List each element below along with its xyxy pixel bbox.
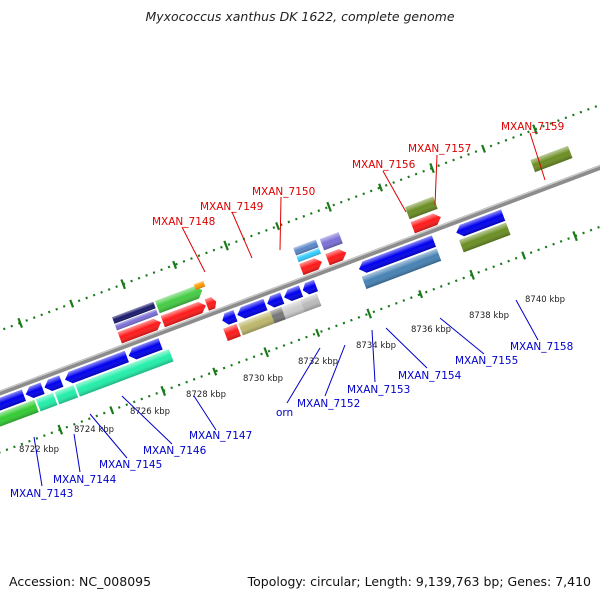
gene-block[interactable] [0, 399, 39, 432]
gene-block[interactable] [114, 309, 159, 331]
gene-block[interactable] [405, 196, 438, 220]
gene-label-reverse[interactable]: MXAN_7145 [99, 459, 162, 471]
leader-lines [33, 132, 546, 487]
gene-block[interactable] [75, 349, 174, 397]
kbp-label: 8740 kbp [525, 295, 565, 305]
kbp-label: 8726 kbp [130, 407, 170, 417]
gene-block[interactable] [281, 300, 305, 320]
gene-label-reverse[interactable]: MXAN_7143 [10, 488, 73, 500]
gene-label-forward[interactable]: MXAN_7156 [352, 159, 416, 171]
gene-block[interactable] [454, 209, 506, 238]
genome-backbone [0, 153, 600, 412]
gene-label-reverse[interactable]: MXAN_7146 [143, 445, 207, 457]
kbp-label: 8728 kbp [186, 390, 226, 400]
gene-label-reverse[interactable]: MXAN_7152 [297, 398, 360, 410]
gene-label-forward[interactable]: MXAN_7157 [408, 143, 471, 155]
kbp-label: 8722 kbp [19, 445, 59, 455]
forward-gene-labels: MXAN_7148 MXAN_7149 MXAN_7150 MXAN_7156 … [152, 121, 564, 228]
gene-label-reverse[interactable]: MXAN_7153 [347, 384, 410, 396]
gene-block[interactable] [301, 279, 319, 296]
gene-block[interactable] [155, 284, 205, 314]
gene-label-reverse[interactable]: MXAN_7155 [455, 355, 518, 367]
gene-block[interactable] [270, 307, 286, 324]
gene-block[interactable] [63, 350, 129, 385]
gene-block[interactable] [193, 280, 206, 291]
kbp-label: 8736 kbp [411, 325, 451, 335]
gene-block[interactable] [293, 239, 319, 256]
gene-block[interactable] [127, 338, 163, 361]
gene-block[interactable] [319, 232, 343, 251]
gene-block[interactable] [530, 145, 573, 173]
outer-guide-line [0, 100, 600, 356]
gene-label-forward[interactable]: MXAN_7149 [200, 201, 263, 213]
gene-block[interactable] [235, 298, 268, 321]
gene-block[interactable] [36, 392, 58, 412]
kbp-label: 8734 kbp [356, 341, 396, 351]
gene-label-forward[interactable]: MXAN_7159 [501, 121, 564, 133]
kbp-label: 8738 kbp [469, 311, 509, 321]
gene-label-reverse[interactable]: MXAN_7147 [189, 430, 252, 442]
gene-block[interactable] [204, 296, 219, 311]
gene-block[interactable] [282, 285, 304, 303]
forward-genes [112, 145, 573, 344]
gene-block[interactable] [54, 385, 79, 405]
inner-ticks [57, 231, 578, 435]
gene-block[interactable] [410, 212, 443, 234]
gene-block[interactable] [361, 248, 442, 289]
gene-block[interactable] [42, 375, 64, 394]
gene-block[interactable] [117, 317, 163, 344]
topology-text: Topology: circular; Length: 9,139,763 bp… [247, 574, 591, 589]
gene-block[interactable] [220, 310, 238, 326]
gene-block[interactable] [325, 247, 348, 266]
gene-block[interactable] [459, 222, 511, 253]
gene-label-reverse[interactable]: orn [276, 407, 293, 419]
gene-block[interactable] [300, 293, 322, 313]
gene-block[interactable] [238, 311, 275, 336]
gene-block[interactable] [296, 248, 322, 263]
kbp-label: 8730 kbp [243, 374, 283, 384]
kbp-labels: 8722 kbp 8724 kbp 8726 kbp 8728 kbp 8730… [19, 295, 565, 455]
gene-block[interactable] [160, 300, 208, 328]
gene-label-reverse[interactable]: MXAN_7158 [510, 341, 573, 353]
accession-text: Accession: NC_008095 [9, 574, 152, 589]
gene-block[interactable] [112, 301, 156, 324]
gene-block[interactable] [265, 292, 285, 310]
map-title: Myxococcus xanthus DK 1622, complete gen… [145, 9, 455, 24]
gene-block[interactable] [223, 323, 241, 342]
gene-label-forward[interactable]: MXAN_7148 [152, 216, 215, 228]
track-group [0, 100, 600, 463]
reverse-genes [0, 209, 511, 432]
gene-block[interactable] [0, 389, 26, 414]
kbp-label: 8724 kbp [74, 425, 114, 435]
gene-label-reverse[interactable]: MXAN_7154 [398, 370, 462, 382]
gene-label-forward[interactable]: MXAN_7150 [252, 186, 315, 198]
outer-ticks [17, 124, 538, 328]
kbp-label: 8732 kbp [298, 357, 338, 367]
gene-block[interactable] [24, 382, 45, 401]
gene-label-reverse[interactable]: MXAN_7144 [53, 474, 117, 486]
gene-block[interactable] [299, 256, 324, 276]
reverse-gene-labels: MXAN_7143 MXAN_7144 MXAN_7145 MXAN_7146 … [10, 341, 573, 500]
gene-block[interactable] [357, 235, 436, 275]
